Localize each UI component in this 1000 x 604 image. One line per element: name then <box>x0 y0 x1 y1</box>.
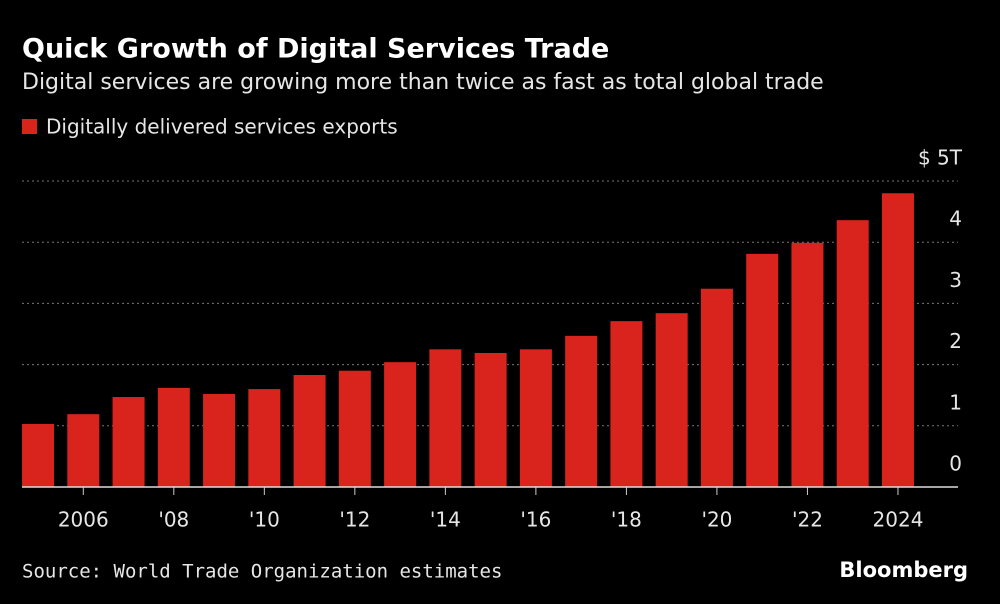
y-tick-label: 2 <box>949 329 962 353</box>
bar <box>836 220 869 487</box>
bar <box>519 349 552 487</box>
source: Source: World Trade Organization estimat… <box>22 561 502 583</box>
x-tick-label: '20 <box>701 508 732 532</box>
bar <box>700 288 733 487</box>
x-tick-label: '14 <box>430 508 461 532</box>
y-tick-label: 0 <box>949 452 962 476</box>
x-tick-label: '22 <box>792 508 823 532</box>
bar <box>112 397 145 487</box>
bar <box>429 349 462 487</box>
bar <box>610 321 643 487</box>
x-tick-label: 2024 <box>873 508 924 532</box>
x-tick-label: '12 <box>339 508 370 532</box>
legend-label: Digitally delivered services exports <box>46 115 398 139</box>
bar <box>746 253 779 487</box>
y-tick-label: 1 <box>949 390 962 414</box>
x-tick-label: '16 <box>520 508 551 532</box>
x-tick-label: 2006 <box>58 508 109 532</box>
brand: Bloomberg <box>839 558 968 582</box>
y-tick-label: 4 <box>949 207 962 231</box>
bar <box>338 370 371 487</box>
bar <box>791 242 824 487</box>
bar <box>248 389 281 487</box>
x-tick-label: '08 <box>158 508 189 532</box>
bar <box>203 393 236 487</box>
bar <box>565 335 598 487</box>
bar <box>881 193 914 488</box>
y-tick-label: 3 <box>949 268 962 292</box>
chart-title: Quick Growth of Digital Services Trade <box>22 34 609 65</box>
bar <box>655 313 688 487</box>
legend-swatch <box>22 119 37 134</box>
bar <box>157 387 190 487</box>
bar <box>474 352 507 487</box>
x-tick-label: '18 <box>611 508 642 532</box>
bar <box>67 414 100 487</box>
bar <box>384 362 417 487</box>
y-tick-label: $ 5T <box>918 146 963 170</box>
bar <box>293 375 326 487</box>
chart-subtitle: Digital services are growing more than t… <box>22 70 824 95</box>
x-tick-label: '10 <box>249 508 280 532</box>
bar <box>22 423 55 487</box>
